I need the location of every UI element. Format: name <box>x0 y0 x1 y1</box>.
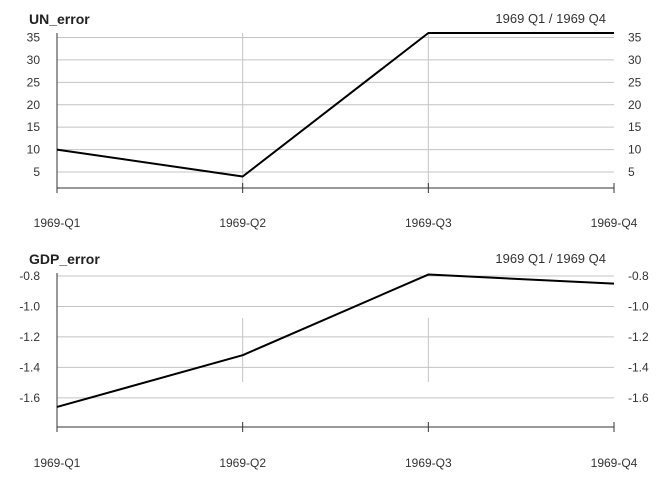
y-tick-label-left: -1.0 <box>19 299 40 313</box>
panel-title: UN_error <box>29 11 90 27</box>
y-tick-label-right: 5 <box>628 165 635 179</box>
series-line <box>56 32 614 178</box>
y-tick-label-left: 30 <box>27 53 41 67</box>
x-tick-label: 1969-Q4 <box>591 456 638 470</box>
y-tick-label-right: 20 <box>628 98 642 112</box>
un-error-panel: UN_error 1969 Q1 / 1969 Q4 5 5 10 10 15 15 20 2… <box>27 11 642 230</box>
y-tick-label-left: -1.6 <box>19 391 40 405</box>
y-tick-label-left: 35 <box>27 30 41 44</box>
y-tick-label-left: 5 <box>33 165 40 179</box>
y-tick-label-right: 35 <box>628 30 642 44</box>
x-tick-label: 1969-Q2 <box>219 456 266 470</box>
x-tick-label: 1969-Q3 <box>405 456 452 470</box>
y-tick-label-left: 15 <box>27 120 41 134</box>
y-tick-label-right: -1.6 <box>628 391 649 405</box>
y-tick-label-right: 25 <box>628 75 642 89</box>
y-tick-label-right: 10 <box>628 143 642 157</box>
y-tick-label-right: -1.4 <box>628 360 649 374</box>
y-tick-label-left: -1.4 <box>19 360 40 374</box>
series-line <box>56 273 615 408</box>
y-tick-label-right: -1.0 <box>628 299 649 313</box>
panel-range-label: 1969 Q1 / 1969 Q4 <box>495 251 606 266</box>
y-tick-label-left: -0.8 <box>19 269 40 283</box>
y-tick-label-right: 15 <box>628 120 642 134</box>
y-tick-label-right: -0.8 <box>628 269 649 283</box>
x-tick-label: 1969-Q1 <box>34 456 81 470</box>
gdp-error-panel: GDP_error 1969 Q1 / 1969 Q4 -1.6 -1.6 -1.4… <box>19 251 649 470</box>
y-tick-label-left: 10 <box>27 143 41 157</box>
y-tick-label-left: 20 <box>27 98 41 112</box>
y-tick-label-right: 30 <box>628 53 642 67</box>
x-tick-label: 1969-Q3 <box>405 216 452 230</box>
panel-title: GDP_error <box>29 251 100 267</box>
x-tick-label: 1969-Q1 <box>34 216 81 230</box>
y-tick-label-left: -1.2 <box>19 330 40 344</box>
y-tick-label-right: -1.2 <box>628 330 649 344</box>
y-tick-label-left: 25 <box>27 75 41 89</box>
panel-range-label: 1969 Q1 / 1969 Q4 <box>495 11 606 26</box>
x-tick-label: 1969-Q2 <box>219 216 266 230</box>
x-tick-label: 1969-Q4 <box>591 216 638 230</box>
